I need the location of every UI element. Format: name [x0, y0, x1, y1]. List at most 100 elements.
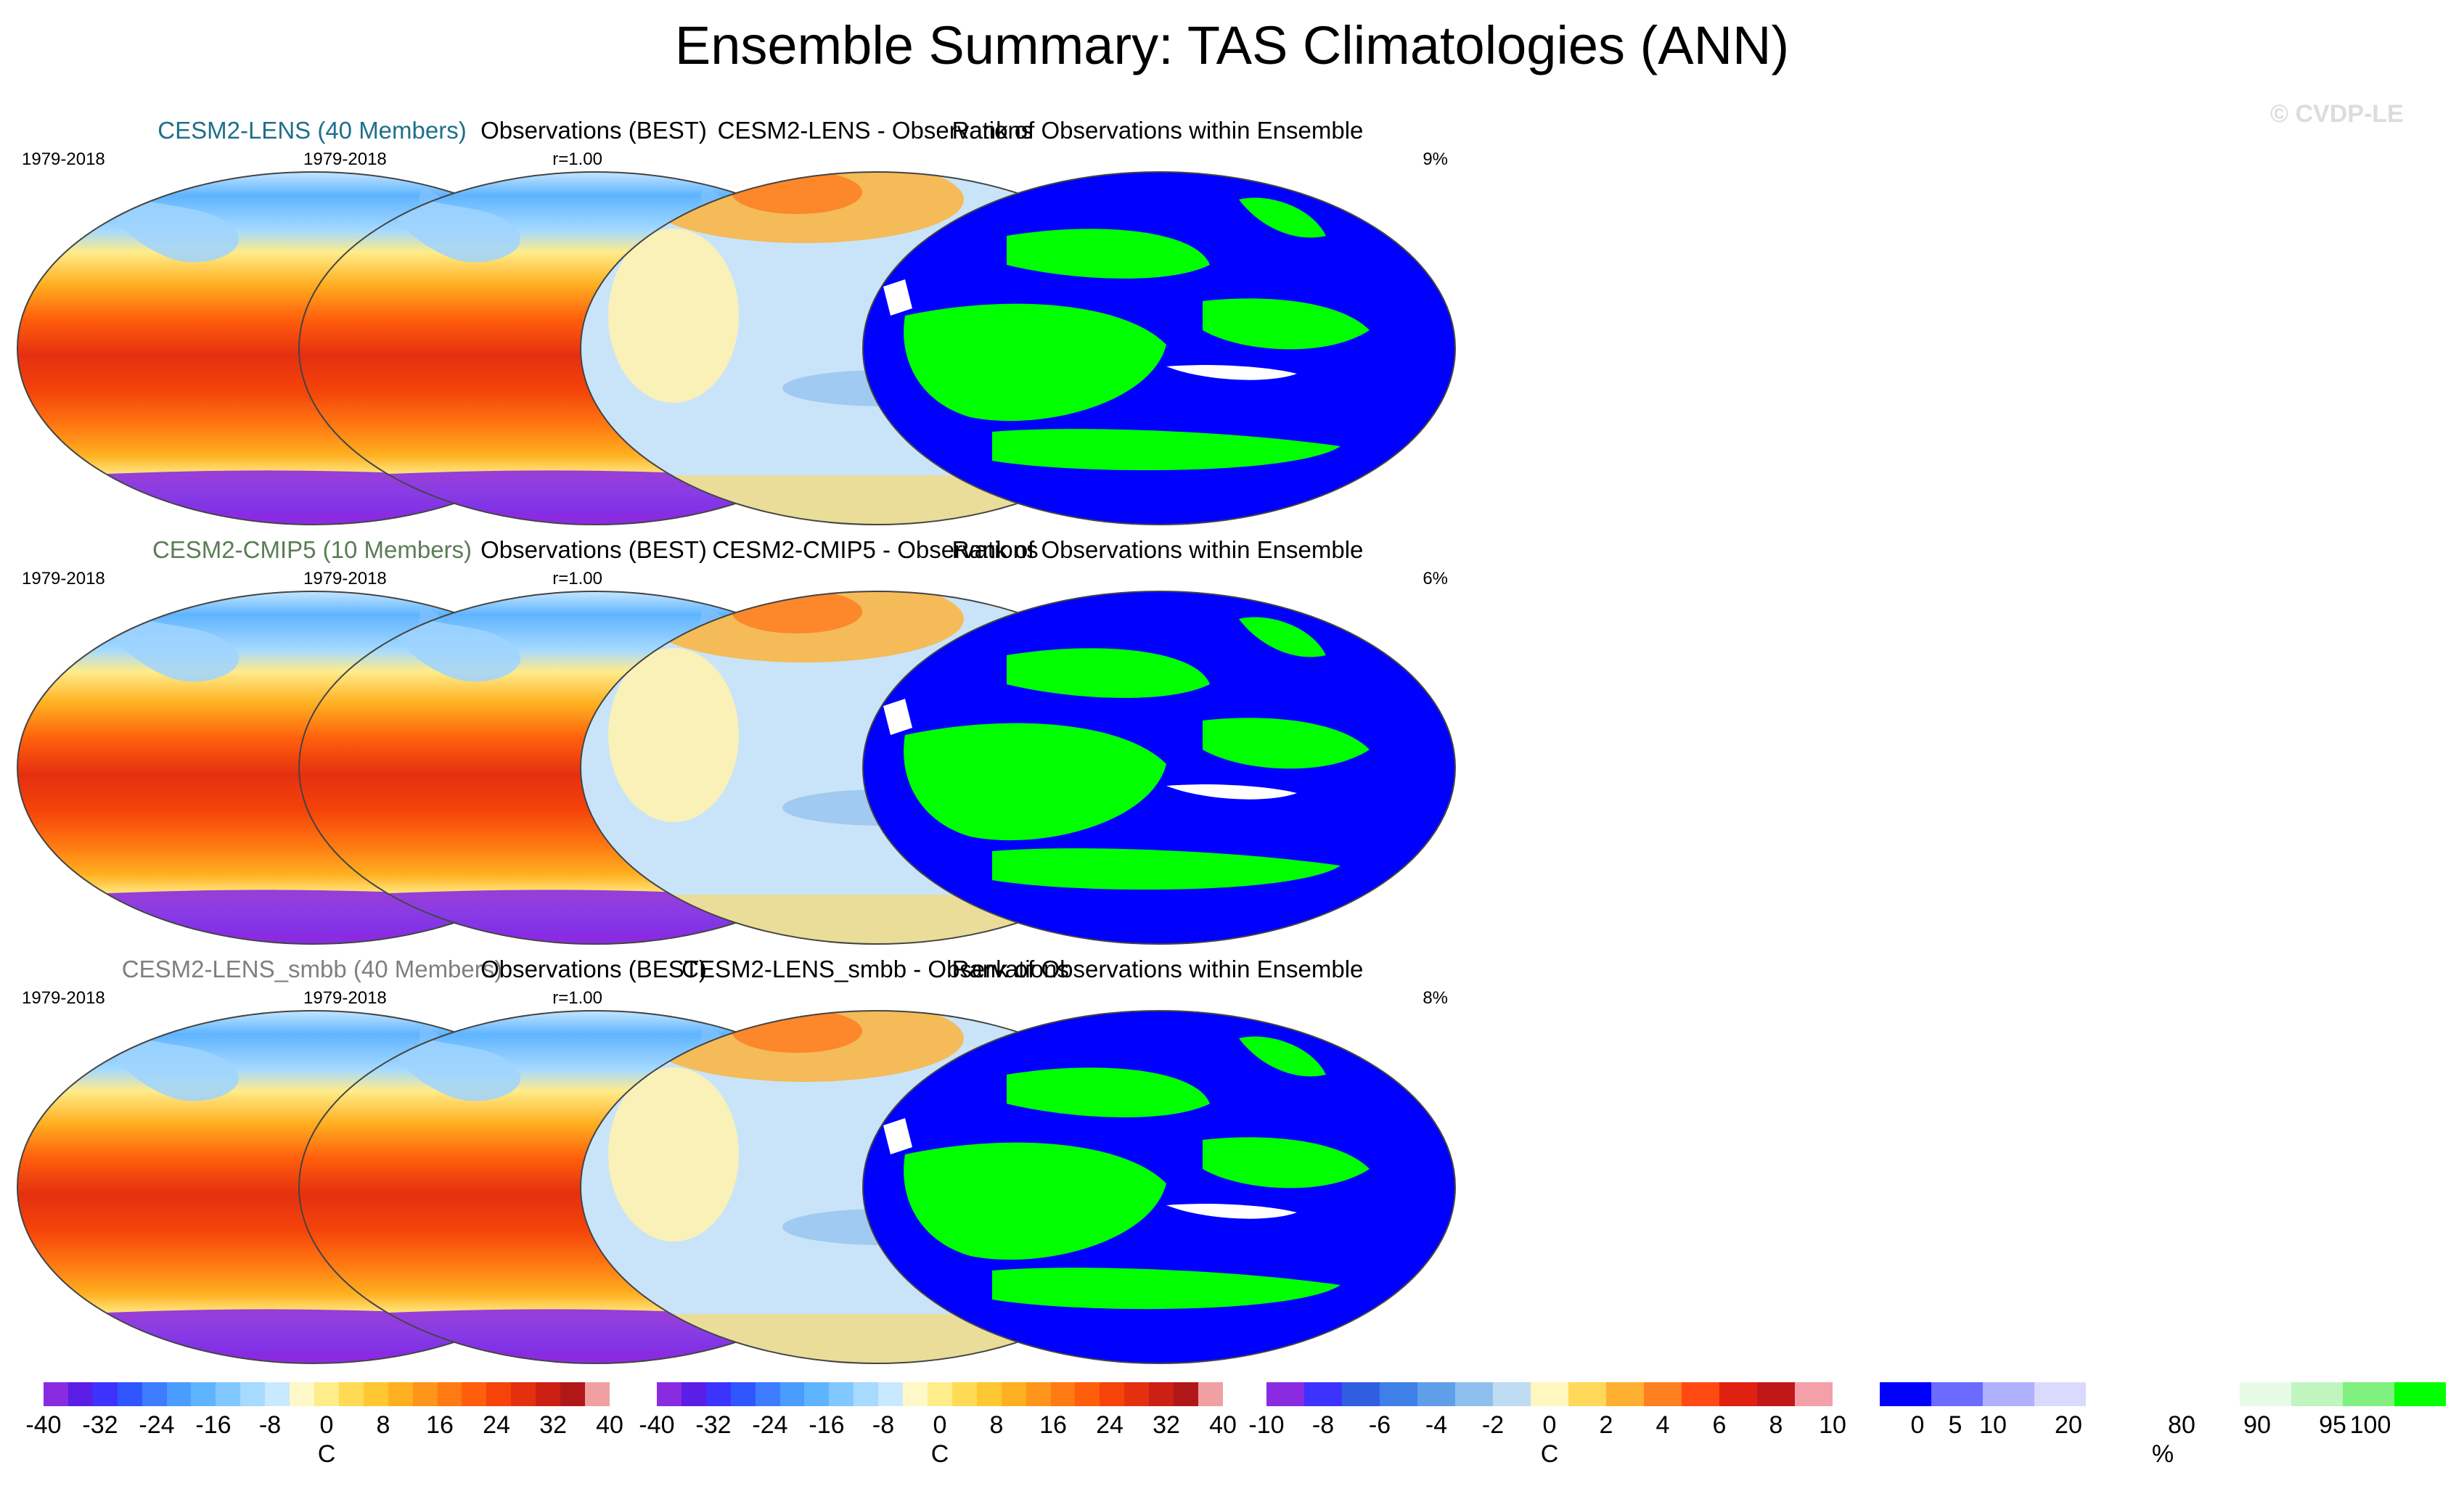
colorbar-swatch	[1304, 1382, 1342, 1406]
colorbar-swatch	[388, 1382, 413, 1406]
colorbar-swatch	[2137, 1382, 2189, 1406]
colorbar-tick: -16	[809, 1411, 845, 1439]
colorbar-tick: 8	[376, 1411, 390, 1439]
colorbar-swatch	[1149, 1382, 1174, 1406]
colorbar-tick: 5	[1948, 1411, 1962, 1439]
colorbar-swatch	[1493, 1382, 1531, 1406]
colorbar-tick: 0	[1542, 1411, 1557, 1439]
colorbar-swatch	[1880, 1382, 1931, 1406]
colorbar-tick: 40	[596, 1411, 623, 1439]
colorbar-ticks: 0 5 10 20 80 90 95 100	[1880, 1411, 2446, 1440]
colorbar-tick: -16	[195, 1411, 232, 1439]
colorbar-swatch	[1050, 1382, 1076, 1406]
colorbar-swatch	[1417, 1382, 1455, 1406]
colorbar-ticks: -40 -32 -24 -16 -8 0 8 16 24 32 40	[25, 1411, 623, 1440]
colorbar-swatch	[730, 1382, 756, 1406]
colorbar-tick: 32	[1153, 1411, 1180, 1439]
correlation-label: r=1.00	[552, 149, 602, 169]
colorbar-swatch	[1342, 1382, 1380, 1406]
colorbar-swatch	[486, 1382, 512, 1406]
colorbar-swatch	[1757, 1382, 1795, 1406]
colorbar-swatch	[1026, 1382, 1051, 1406]
colorbar-tick: 4	[1655, 1411, 1670, 1439]
colorbar-swatch	[1606, 1382, 1644, 1406]
colorbar-swatch	[92, 1382, 118, 1406]
panel-title: Observations (BEST)	[480, 117, 707, 144]
colorbar-swatch	[1931, 1382, 1983, 1406]
colorbar-tick: -40	[25, 1411, 62, 1439]
colorbar-swatch	[117, 1382, 142, 1406]
colorbar-swatch	[2085, 1382, 2137, 1406]
colorbar-unit: C	[930, 1440, 949, 1468]
colorbar-1: -40 -32 -24 -16 -8 0 8 16 24 32 40 C	[25, 1382, 623, 1468]
colorbar-tick: 20	[2055, 1411, 2082, 1439]
colorbar-swatch	[829, 1382, 854, 1406]
colorbar-tick: 100	[2349, 1411, 2391, 1439]
colorbar-swatch	[2343, 1382, 2395, 1406]
colorbar-swatch	[1124, 1382, 1150, 1406]
panel-title: Observations (BEST)	[480, 536, 707, 563]
colorbar-unit: C	[317, 1440, 336, 1468]
panel-title: CESM2-LENS - Observations	[717, 117, 1034, 144]
colorbar-tick: -40	[639, 1411, 675, 1439]
colorbar-tick: -32	[82, 1411, 118, 1439]
colorbar-swatch	[462, 1382, 487, 1406]
colorbar-tick: 0	[933, 1411, 947, 1439]
rank-map-3	[862, 1010, 1456, 1364]
colorbar-swatch	[1100, 1382, 1125, 1406]
colorbar-swatch	[560, 1382, 585, 1406]
colorbar-tick: 8	[1769, 1411, 1783, 1439]
colorbar-swatch	[681, 1382, 706, 1406]
colorbar-tick: 16	[426, 1411, 454, 1439]
colorbar-swatch	[927, 1382, 952, 1406]
colorbar-swatch	[511, 1382, 536, 1406]
colorbar-tick: 24	[483, 1411, 510, 1439]
colorbar-swatches	[657, 1382, 1223, 1406]
colorbar-swatch	[2240, 1382, 2292, 1406]
colorbar-swatch	[216, 1382, 241, 1406]
rank-map-1	[862, 171, 1456, 525]
panel-title: Observations (BEST)	[480, 956, 707, 982]
colorbar-swatch	[240, 1382, 266, 1406]
colorbar-swatch	[290, 1382, 314, 1406]
colorbar-swatch	[1982, 1382, 2034, 1406]
panel-title: CESM2-LENS_smbb - Observations	[682, 956, 1069, 982]
colorbar-swatch	[1568, 1382, 1606, 1406]
colorbar-swatch	[363, 1382, 388, 1406]
correlation-label: r=1.00	[552, 569, 602, 588]
colorbar-swatch	[1531, 1382, 1568, 1406]
rank-percent: 6%	[1423, 569, 1448, 588]
period-label: 1979-2018	[22, 988, 105, 1008]
colorbar-tick: 10	[1979, 1411, 2007, 1439]
period-label: 1979-2018	[303, 569, 387, 588]
colorbar-swatch	[1719, 1382, 1757, 1406]
rank-map-2	[862, 591, 1456, 945]
rank-percent: 9%	[1423, 149, 1448, 169]
panel-rank-3: Rank of Observations within Ensemble 8%	[853, 955, 1462, 1376]
colorbar-swatch	[166, 1382, 192, 1406]
colorbar-tick: 16	[1039, 1411, 1067, 1439]
panel-title: CESM2-LENS (40 Members)	[157, 117, 467, 144]
colorbar-tick: -10	[1248, 1411, 1285, 1439]
colorbar-swatch	[804, 1382, 830, 1406]
colorbar-tick: 90	[2243, 1411, 2271, 1439]
colorbar-swatch	[2291, 1382, 2344, 1406]
colorbar-swatch	[1001, 1382, 1026, 1406]
colorbar-tick: -32	[695, 1411, 732, 1439]
panel-title: Rank of Observations within Ensemble	[951, 536, 1364, 563]
colorbar-tick: 80	[2168, 1411, 2195, 1439]
colorbar-swatch	[2188, 1382, 2240, 1406]
colorbar-swatch	[657, 1382, 682, 1406]
colorbar-swatch	[1198, 1382, 1223, 1406]
colorbar-swatch	[2394, 1382, 2446, 1406]
colorbar-swatch	[338, 1382, 364, 1406]
colorbar-tick: -2	[1481, 1411, 1505, 1439]
period-label: 1979-2018	[22, 569, 105, 588]
colorbar-ticks: -10 -8 -6 -4 -2 0 2 4 6 8 10	[1248, 1411, 1846, 1440]
colorbar-swatch	[951, 1382, 977, 1406]
colorbar-swatch	[779, 1382, 805, 1406]
panel-rank-1: Rank of Observations within Ensemble 9%	[853, 116, 1462, 537]
colorbar-tick: -8	[872, 1411, 895, 1439]
colorbar-tick: 0	[1910, 1411, 1925, 1439]
panel-rank-2: Rank of Observations within Ensemble 6%	[853, 535, 1462, 956]
